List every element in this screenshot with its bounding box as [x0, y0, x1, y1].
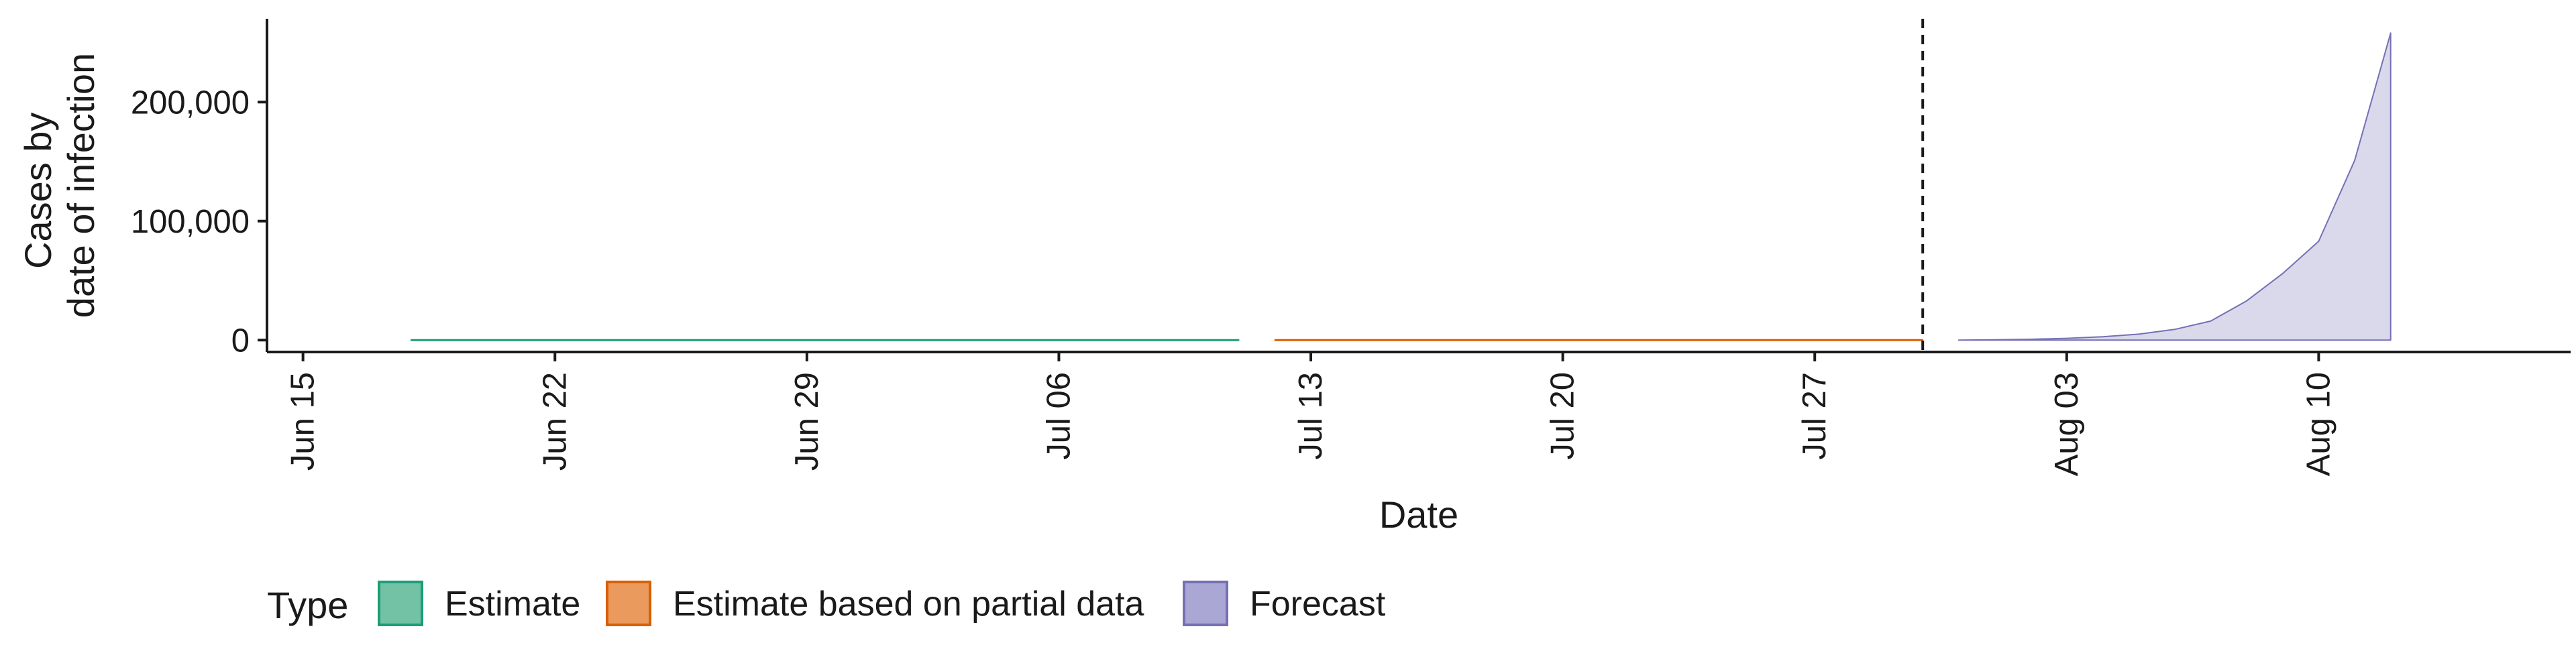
- plot-area: [410, 19, 2392, 352]
- x-axis-title: Date: [1379, 493, 1458, 536]
- x-tick-label: Jun 22: [537, 372, 573, 471]
- legend-label-1: Estimate based on partial data: [673, 585, 1144, 624]
- y-axis-title-line-1: Cases by: [17, 113, 59, 269]
- y-axis-title-line-2: date of infection: [60, 53, 102, 318]
- legend-label-0: Estimate: [445, 585, 580, 624]
- x-tick-label: Aug 10: [2300, 372, 2337, 476]
- x-tick-label: Jun 15: [285, 372, 321, 471]
- legend-title: Type: [267, 584, 348, 626]
- legend-items: Estimate Estimate based on partial data Fo…: [378, 581, 1386, 626]
- x-axis-ticks: Jun 15 Jun 22 Jun 29 Jul 06 Jul 13 Jul 20 Jul …: [285, 352, 2337, 476]
- legend-key-0: [378, 581, 423, 626]
- series-area-2: [1957, 32, 2392, 341]
- x-tick-label: Jul 13: [1293, 372, 1329, 460]
- legend-key-2: [1183, 581, 1228, 626]
- axes: 0 100,000 200,000 Jun 15 Jun 22 Jun 29 Jul 06…: [131, 19, 2571, 476]
- y-tick-label: 0: [231, 322, 250, 359]
- legend-key-1: [606, 581, 651, 626]
- x-tick-label: Aug 03: [2049, 372, 2085, 476]
- x-tick-label: Jul 20: [1545, 372, 1581, 460]
- x-tick-label: Jul 27: [1796, 372, 1833, 460]
- x-tick-label: Jul 06: [1040, 372, 1077, 460]
- x-tick-label: Jun 29: [789, 372, 825, 471]
- y-axis-title: Cases by date of infection: [17, 53, 102, 318]
- y-tick-label: 200,000: [131, 84, 250, 121]
- legend-label-2: Forecast: [1250, 585, 1386, 624]
- y-tick-label: 100,000: [131, 204, 250, 240]
- y-axis-ticks: 0 100,000 200,000: [131, 84, 267, 359]
- legend: Type Estimate Estimate based on partial d…: [267, 581, 1386, 626]
